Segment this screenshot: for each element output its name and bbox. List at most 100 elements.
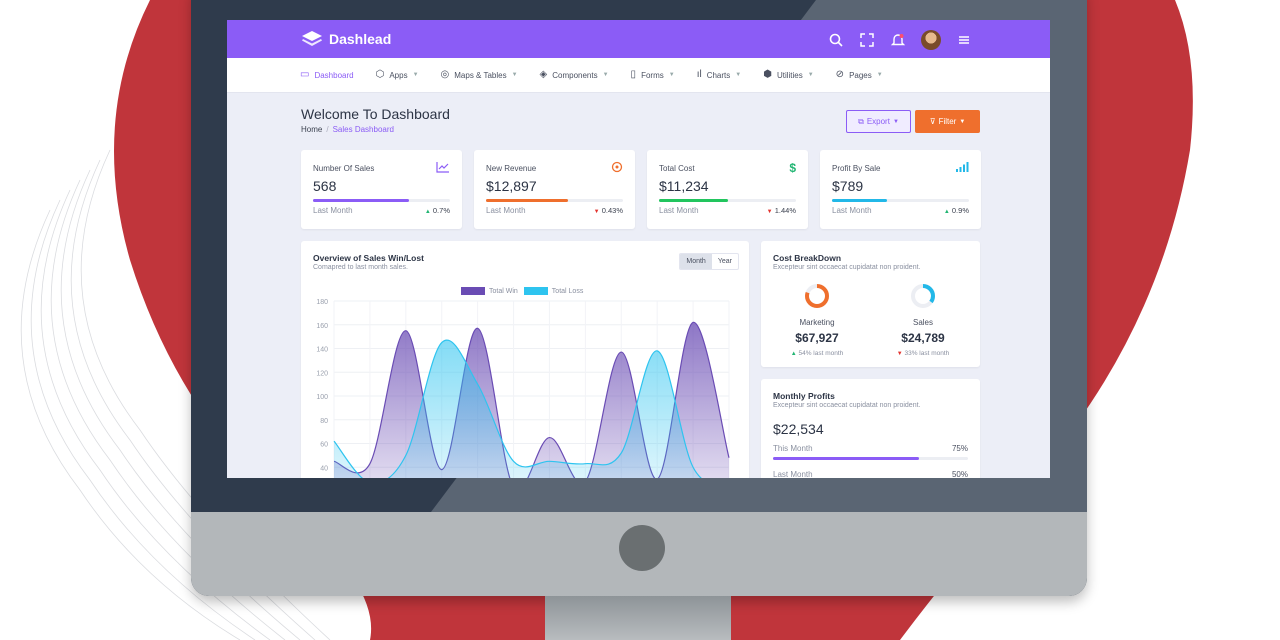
stat-period: Last Month: [659, 206, 699, 215]
legend-item-loss[interactable]: Total Loss: [523, 287, 583, 295]
cost-item-sales: Sales $24,789 ▼ 33% last month: [873, 283, 973, 357]
legend-label: Total Win: [489, 287, 518, 295]
stat-period: Last Month: [486, 206, 526, 215]
stat-change-value: 0.43%: [601, 206, 623, 215]
cost-change: ▼ 33% last month: [873, 350, 973, 357]
stat-change: ▲ 0.9%: [944, 206, 969, 215]
brand-name: Dashlead: [329, 31, 392, 47]
nav-label: Utilities: [776, 70, 803, 80]
arrow-up-icon: ▲: [790, 351, 797, 357]
main-nav: ▭ Dashboard ⬡ Apps ▼ ◎ Maps & Tables ▼ ◈…: [227, 58, 1050, 93]
nav-components[interactable]: ◈ Components ▼: [540, 70, 609, 80]
stat-card-cost: Total Cost $11,234 $ Last Month ▼ 1.44%: [647, 150, 808, 229]
monthly-profits-card: Monthly Profits Excepteur sint occaecat …: [761, 379, 980, 478]
stat-value: $789: [832, 178, 864, 194]
cost-change: ▲ 54% last month: [767, 350, 867, 357]
cost-item-marketing: Marketing $67,927 ▲ 54% last month: [767, 283, 867, 357]
stat-progress-fill: [659, 199, 728, 202]
fullscreen-icon[interactable]: [859, 32, 875, 48]
sales-area-chart: 20406080100120140160180: [316, 299, 730, 478]
stat-progress-track: [659, 199, 796, 202]
stat-change-value: 1.44%: [774, 206, 796, 215]
stat-change: ▼ 1.44%: [767, 206, 796, 215]
stat-progress-track: [313, 199, 450, 202]
donut-marketing: [805, 284, 829, 308]
page-title: Welcome To Dashboard: [301, 106, 450, 122]
export-button[interactable]: ⧉ Export ▼: [846, 110, 911, 133]
chevron-down-icon: ▼: [807, 72, 814, 78]
stat-progress-fill: [486, 199, 569, 202]
y-tick-label: 120: [316, 370, 328, 377]
arrow-up-icon: ▲: [424, 209, 431, 215]
y-tick-label: 160: [316, 323, 328, 330]
dashboard-screen: Dashlead ▭ Dashboard ⬡ Apps ▼ ◎: [227, 20, 1050, 478]
y-tick-label: 80: [320, 418, 328, 425]
menu-icon[interactable]: [956, 32, 972, 48]
bar-chart-icon: ıl: [696, 69, 702, 80]
donut-sales: [911, 284, 935, 308]
card-subtitle: Excepteur sint occaecat cupidatat non pr…: [773, 264, 921, 271]
stat-change-value: 0.9%: [951, 206, 969, 215]
stat-progress-track: [832, 199, 969, 202]
nav-apps[interactable]: ⬡ Apps ▼: [376, 70, 419, 80]
breadcrumb: Home / Sales Dashboard: [301, 125, 394, 134]
monitor-icon: ▭: [300, 69, 310, 80]
nav-utilities[interactable]: ⬢ Utilities ▼: [763, 70, 813, 80]
filter-button[interactable]: ⊽ Filter ▼: [915, 110, 980, 133]
layers-icon: ◈: [539, 69, 548, 80]
avatar[interactable]: [921, 30, 941, 50]
profit-row-label: Last Month: [773, 470, 813, 478]
stat-value: $12,897: [486, 178, 537, 194]
cost-breakdown-card: Cost BreakDown Excepteur sint occaecat c…: [761, 241, 980, 367]
chart-legend: Total Win Total Loss: [461, 287, 583, 295]
file-icon: ▯: [630, 69, 637, 80]
chevron-down-icon: ▼: [876, 72, 883, 78]
cost-value: $67,927: [795, 331, 839, 345]
breadcrumb-separator: /: [326, 125, 329, 134]
chevron-down-icon: ▼: [412, 72, 419, 78]
cube-icon: ⬡: [375, 69, 385, 80]
y-tick-label: 180: [316, 299, 328, 306]
breadcrumb-home[interactable]: Home: [301, 125, 323, 134]
series-line-loss: [333, 339, 703, 478]
card-title: Monthly Profits: [773, 391, 835, 401]
profit-row-this-month: This Month 75%: [773, 444, 968, 453]
profit-row-last-month: Last Month 50%: [773, 470, 968, 478]
card-title: Overview of Sales Win/Lost: [313, 253, 424, 263]
trend-up-icon: [436, 162, 449, 173]
bell-icon[interactable]: [890, 32, 906, 48]
nav-forms[interactable]: ▯ Forms ▼: [631, 70, 675, 80]
search-icon[interactable]: [828, 32, 844, 48]
filter-icon: ⊽: [929, 117, 936, 126]
arrow-up-icon: ▲: [943, 209, 950, 215]
cost-label: Sales: [912, 318, 933, 327]
nav-label: Forms: [641, 70, 664, 80]
nav-label: Dashboard: [314, 70, 354, 80]
nav-label: Charts: [706, 70, 731, 80]
legend-swatch: [461, 287, 485, 295]
stat-card-profit: Profit By Sale $789 Last Month ▲ 0.9%: [820, 150, 981, 229]
nav-charts[interactable]: ıl Charts ▼: [697, 70, 742, 80]
donut-arc: [911, 284, 935, 308]
arrow-down-icon: ▼: [766, 209, 773, 215]
stat-label: New Revenue: [486, 164, 537, 173]
legend-swatch: [523, 287, 548, 295]
chevron-down-icon: ▼: [602, 72, 609, 78]
stat-change: ▲ 0.7%: [425, 206, 450, 215]
legend-item-win[interactable]: Total Win: [461, 287, 518, 295]
brand-logo[interactable]: Dashlead: [301, 30, 391, 48]
nav-pages[interactable]: ⊘ Pages ▼: [836, 70, 883, 80]
card-subtitle: Excepteur sint occaecat cupidatat non pr…: [773, 402, 921, 409]
stat-card-sales: Number Of Sales 568 Last Month ▲ 0.7%: [301, 150, 462, 229]
nav-maps-tables[interactable]: ◎ Maps & Tables ▼: [441, 70, 518, 80]
period-toggle: Month Year: [679, 253, 739, 270]
cost-change-value: 54% last month: [798, 350, 844, 357]
dollar-icon: $: [789, 161, 796, 175]
chevron-down-icon: ▼: [668, 72, 675, 78]
chevron-down-icon: ▼: [735, 72, 742, 78]
toggle-year[interactable]: Year: [717, 258, 732, 265]
donut-arc: [805, 284, 829, 308]
toggle-month[interactable]: Month: [680, 254, 712, 269]
export-label: Export: [866, 117, 890, 126]
nav-dashboard[interactable]: ▭ Dashboard: [300, 70, 354, 80]
